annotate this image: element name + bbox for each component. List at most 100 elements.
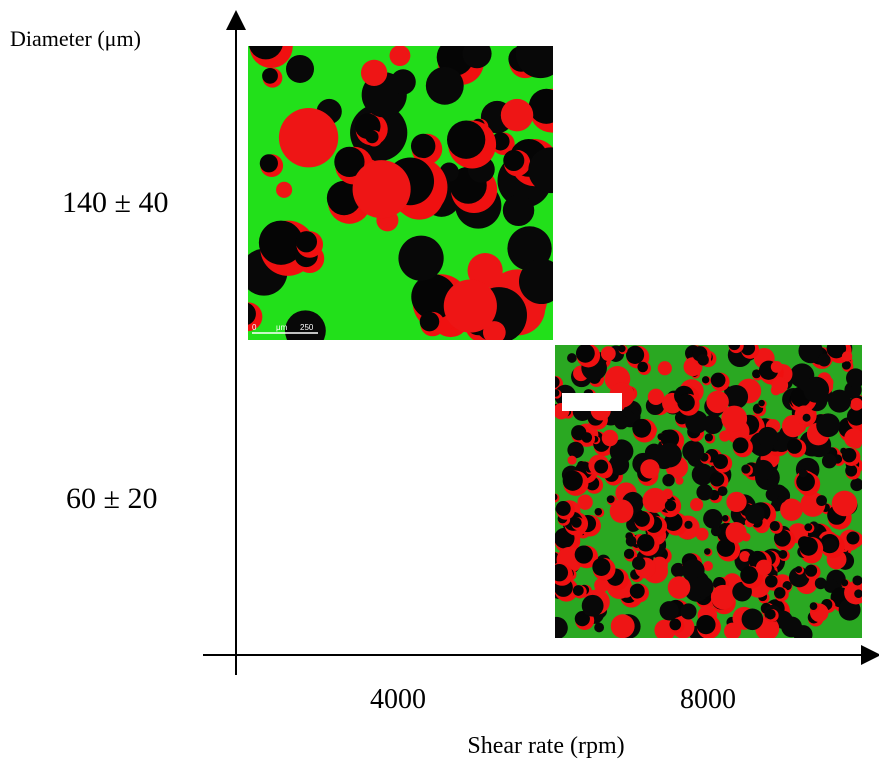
droplet-core <box>704 548 711 555</box>
droplet-core <box>696 615 716 635</box>
droplet-core <box>804 564 818 577</box>
droplet <box>814 577 827 590</box>
droplet <box>614 415 629 430</box>
droplet <box>667 576 691 599</box>
droplet-core <box>555 389 560 397</box>
label-patch <box>562 393 622 411</box>
droplet <box>500 98 534 132</box>
droplet <box>724 384 749 409</box>
droplet-core <box>796 472 815 492</box>
droplet-core <box>752 369 761 379</box>
droplet <box>567 353 577 363</box>
droplet <box>608 454 630 476</box>
droplet <box>467 252 503 289</box>
droplet-core <box>592 557 611 576</box>
droplet-core <box>716 538 736 557</box>
droplet-core <box>574 611 590 627</box>
droplet <box>719 430 731 442</box>
droplet-core <box>574 545 593 564</box>
droplet <box>721 405 748 432</box>
scale-text: 250 <box>300 323 314 332</box>
droplet <box>703 414 723 435</box>
droplet-core <box>826 345 847 359</box>
droplet <box>817 353 831 367</box>
droplet <box>821 453 837 469</box>
droplet <box>696 484 713 501</box>
droplet-core <box>773 529 791 547</box>
droplet <box>852 575 862 586</box>
droplet-core <box>740 566 758 584</box>
droplet-core <box>709 471 725 487</box>
droplet-core <box>410 133 436 159</box>
droplet-core <box>632 418 652 438</box>
droplet <box>793 625 813 638</box>
droplet-core <box>721 515 729 522</box>
droplet <box>850 397 862 411</box>
droplet <box>788 566 810 588</box>
droplet <box>577 494 593 510</box>
droplet-core <box>809 602 818 610</box>
droplet-core <box>528 88 553 124</box>
droplet <box>657 442 682 468</box>
micrograph-large <box>248 46 553 340</box>
droplet <box>741 608 764 631</box>
droplet-core <box>571 517 582 528</box>
droplet <box>697 354 709 366</box>
scale-text: 0 <box>252 323 257 332</box>
droplet-core <box>562 470 583 491</box>
droplet <box>780 498 803 522</box>
micrograph-small <box>555 345 862 638</box>
droplet <box>803 376 830 403</box>
droplet <box>462 46 492 69</box>
droplet <box>739 551 751 562</box>
droplet <box>680 603 697 620</box>
droplet <box>771 376 789 394</box>
droplet <box>710 584 736 610</box>
droplet <box>822 537 838 553</box>
droplet <box>690 498 704 512</box>
droplet <box>398 235 444 281</box>
droplet-core <box>795 566 803 573</box>
y-group-label: 140 ± 40 <box>62 186 168 219</box>
droplet <box>567 441 584 459</box>
droplet-core <box>740 345 756 356</box>
droplet-core <box>660 429 680 448</box>
droplet <box>662 474 675 487</box>
droplet-core <box>637 361 649 373</box>
droplet-core <box>636 534 655 552</box>
droplet-core <box>259 154 278 173</box>
droplet-core <box>572 585 584 596</box>
droplet <box>632 556 646 570</box>
droplet <box>685 410 709 434</box>
droplet-core <box>633 510 650 527</box>
droplet <box>691 463 714 486</box>
droplet <box>802 413 811 422</box>
droplet <box>594 622 605 633</box>
x-group-label: 8000 <box>680 684 736 715</box>
droplet-core <box>664 499 677 512</box>
droplet-core <box>701 376 710 384</box>
droplet-core <box>629 583 645 599</box>
droplet-core <box>713 454 728 470</box>
droplet <box>682 440 705 463</box>
droplet <box>278 107 339 168</box>
droplet <box>581 594 604 617</box>
droplet <box>594 577 609 593</box>
droplet <box>691 576 714 598</box>
droplet <box>657 361 672 376</box>
droplet <box>757 426 779 448</box>
droplet <box>798 345 823 364</box>
droplet-core <box>786 438 802 454</box>
droplet-core <box>769 520 780 532</box>
droplet <box>681 559 705 582</box>
droplet-core <box>594 459 609 474</box>
droplet <box>352 160 411 219</box>
droplet <box>828 389 852 413</box>
droplet-core <box>758 399 765 407</box>
droplet <box>770 361 783 373</box>
droplet <box>647 388 665 405</box>
droplet <box>724 622 742 638</box>
droplet-core <box>799 537 818 556</box>
droplet-core <box>248 46 283 60</box>
